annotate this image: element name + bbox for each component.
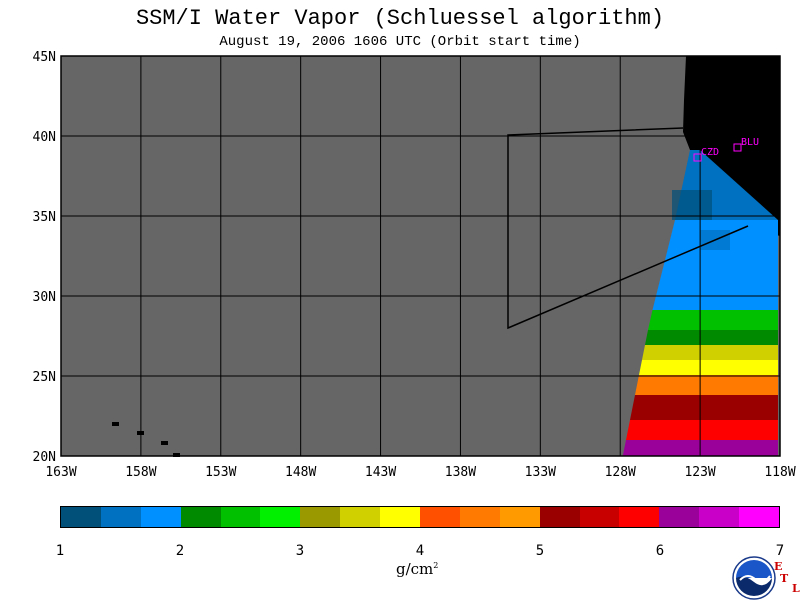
colorbar-segment (380, 507, 421, 527)
swath-band (642, 345, 778, 360)
lon-label: 153W (205, 465, 236, 480)
colorbar-segment (659, 507, 700, 527)
swath-band (648, 310, 778, 330)
island (161, 441, 168, 445)
chart-title: SSM/I Water Vapor (Schluessel algorithm) (135, 6, 665, 31)
colorbar-segment (180, 507, 221, 527)
lat-label: 25N (33, 370, 56, 385)
colorbar-segment (539, 507, 580, 527)
swath-band (630, 395, 778, 420)
station-marker-czd (693, 153, 702, 162)
station-label-blu: BLU (741, 137, 759, 148)
colorbar-segment (340, 507, 381, 527)
map-frame (60, 55, 781, 457)
lat-label: 45N (33, 50, 56, 65)
station-label-czd: CZD (701, 147, 719, 158)
colorbar-segment (619, 507, 660, 527)
noaa-logo-icon (732, 556, 776, 600)
colorbar-segment (100, 507, 141, 527)
colorbar-segment (499, 507, 540, 527)
lon-label: 148W (285, 465, 316, 480)
lon-label: 163W (45, 465, 76, 480)
colorbar-segment (459, 507, 500, 527)
region-outline (507, 127, 749, 330)
colorbar-units: g/cm2 (396, 560, 438, 578)
lon-label: 118W (764, 465, 795, 480)
colorbar-tick-label: 5 (535, 543, 545, 559)
swath-band (626, 420, 778, 440)
colorbar-segment (579, 507, 620, 527)
lat-label: 20N (33, 450, 56, 465)
data-swath (622, 150, 778, 456)
colorbar-segment (699, 507, 740, 527)
swath-band (645, 330, 778, 345)
lat-label: 30N (33, 290, 56, 305)
lat-label: 35N (33, 210, 56, 225)
colorbar-segment (220, 507, 261, 527)
swath-band (639, 360, 778, 375)
colorbar-tick-label: 7 (775, 543, 785, 559)
colorbar-tick-label: 2 (175, 543, 185, 559)
lon-label: 143W (365, 465, 396, 480)
etl-letter-l: L (792, 582, 800, 595)
colorbar-tick-label: 6 (655, 543, 665, 559)
land-area (683, 56, 780, 236)
colorbar-segment (260, 507, 301, 527)
colorbar-segment (420, 507, 460, 527)
island (112, 422, 119, 426)
swath-patch (672, 190, 712, 220)
colorbar (60, 506, 780, 528)
colorbar-segment (61, 507, 101, 527)
island (173, 453, 180, 457)
colorbar-segment (739, 507, 780, 527)
swath-band (652, 220, 778, 310)
colorbar-tick-label: 1 (55, 543, 65, 559)
lon-label: 128W (605, 465, 636, 480)
lon-label: 158W (125, 465, 156, 480)
colorbar-segment (140, 507, 181, 527)
swath-band (635, 375, 778, 395)
lon-label: 138W (445, 465, 476, 480)
units-superscript: 2 (433, 561, 439, 570)
colorbar-segment (300, 507, 341, 527)
lon-label: 133W (525, 465, 556, 480)
lon-label: 123W (684, 465, 715, 480)
colorbar-tick-label: 3 (295, 543, 305, 559)
etl-letter-t: T (780, 572, 789, 585)
lat-label: 40N (33, 130, 56, 145)
units-text: g/cm (396, 560, 434, 578)
chart-subtitle: August 19, 2006 1606 UTC (Orbit start ti… (219, 34, 581, 50)
colorbar-tick-label: 4 (415, 543, 425, 559)
etl-letter-e: E (774, 560, 783, 573)
station-marker-blu (733, 143, 742, 152)
